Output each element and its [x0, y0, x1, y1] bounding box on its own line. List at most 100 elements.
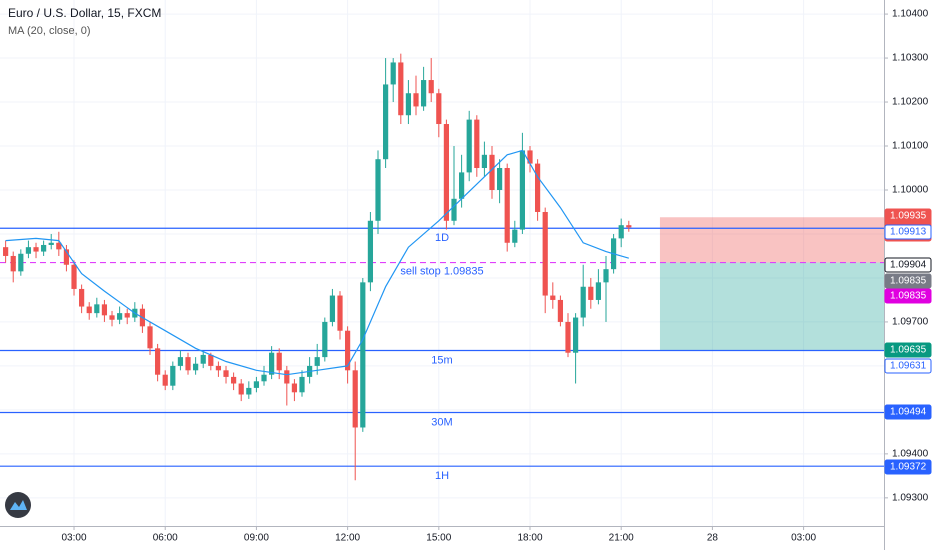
y-tick-label: 1.10200	[892, 97, 929, 108]
price-tag-label: 1.09372	[890, 462, 927, 473]
candle-body	[269, 352, 275, 375]
candle-body	[41, 244, 47, 252]
horizontal-line-label: 1H	[435, 470, 449, 482]
candle-body	[231, 376, 237, 384]
price-tag-label: 1.09935	[890, 211, 927, 222]
candle-body	[299, 376, 305, 393]
candle-body	[200, 354, 206, 364]
y-tick-label: 1.09400	[892, 449, 929, 460]
chart-title: Euro / U.S. Dollar, 15, FXCM	[8, 6, 161, 20]
x-tick-label: 15:00	[426, 533, 451, 544]
candle-body	[466, 119, 472, 173]
candle-body	[398, 62, 404, 116]
candle-body	[497, 168, 503, 190]
y-tick-label: 1.10400	[892, 9, 929, 20]
candle-body	[421, 80, 427, 107]
candle-body	[345, 330, 351, 371]
candle-body	[63, 249, 70, 265]
candle-body	[542, 211, 548, 296]
x-tick-label: 28	[707, 533, 719, 544]
candle-body	[109, 315, 115, 320]
candle-body	[238, 383, 244, 395]
candle-body	[314, 357, 320, 366]
candle-body	[360, 282, 366, 428]
candle-body	[595, 282, 602, 300]
candle-body	[580, 286, 586, 318]
indicator-label: MA (20, close, 0)	[8, 25, 91, 37]
candle-body	[33, 247, 39, 252]
candle-body	[246, 387, 252, 395]
x-tick-label: 03:00	[62, 533, 87, 544]
x-tick-label: 21:00	[609, 533, 634, 544]
candle-body	[329, 295, 336, 322]
logo-icon[interactable]	[10, 500, 27, 510]
stop-zone	[659, 217, 884, 263]
candle-body	[489, 154, 495, 190]
candle-body	[428, 80, 434, 94]
candle-body	[603, 269, 609, 283]
candle-body	[177, 357, 184, 366]
candle-body	[459, 172, 465, 199]
candle-body	[215, 365, 222, 371]
x-tick-label: 03:00	[791, 533, 816, 544]
candle-body	[170, 365, 176, 386]
x-tick-label: 12:00	[335, 533, 360, 544]
candle-body	[253, 381, 260, 388]
candle-body	[208, 354, 214, 366]
plot-area: 1D 15m 30M 1H sell stop 1.09835	[0, 0, 884, 526]
candle-body	[474, 119, 480, 169]
candle-body	[18, 253, 24, 272]
price-tag	[884, 257, 932, 273]
candle-body	[86, 306, 92, 314]
candle-body	[352, 370, 358, 428]
candle-body	[557, 299, 564, 322]
candle-body	[3, 247, 9, 256]
candle-body	[193, 363, 199, 371]
price-tag-label: 1.09494	[890, 407, 927, 418]
candle-body	[48, 242, 54, 245]
candle-body	[124, 313, 130, 318]
price-tag-label: 1.09835	[890, 276, 927, 287]
candle-body	[451, 198, 457, 221]
candle-body	[519, 150, 526, 230]
order-line-label: sell stop 1.09835	[400, 265, 483, 277]
price-tag	[884, 358, 932, 374]
candle-body	[276, 352, 282, 371]
x-tick-label: 06:00	[153, 533, 178, 544]
candle-body	[405, 93, 412, 116]
logo[interactable]	[5, 492, 31, 518]
candle-body	[223, 370, 229, 377]
candle-body	[550, 295, 556, 300]
candle-body	[383, 84, 389, 160]
price-tag-label: 1.09635	[890, 345, 927, 356]
candle-body	[79, 288, 85, 307]
price-tag	[884, 459, 932, 475]
candle-body	[101, 304, 108, 316]
candle-body	[588, 286, 594, 300]
candle-body	[25, 247, 32, 254]
moving-average	[5, 149, 629, 376]
price-tag	[884, 273, 932, 289]
horizontal-line-label: 15m	[431, 354, 452, 366]
horizontal-line-label: 1D	[435, 232, 449, 244]
candle-body	[535, 163, 541, 212]
x-tick-label: 18:00	[517, 533, 542, 544]
price-tag	[884, 288, 932, 304]
candle-body	[291, 383, 298, 393]
price-tag	[884, 404, 932, 420]
candle-body	[185, 357, 191, 371]
candle-body	[10, 255, 16, 272]
candle-body	[618, 225, 624, 239]
y-tick-label: 1.10300	[892, 53, 929, 64]
y-tick-label: 1.09300	[892, 492, 929, 503]
y-tick-label: 1.10000	[892, 185, 929, 196]
y-tick-label: 1.10100	[892, 141, 929, 152]
candle-body	[147, 326, 153, 349]
logo-circle[interactable]	[5, 492, 31, 518]
candle-body	[626, 225, 632, 228]
price-tag-label: 1.09835	[890, 291, 927, 302]
candle-body	[390, 62, 396, 85]
price-tag-label: 1.09913	[890, 227, 927, 238]
